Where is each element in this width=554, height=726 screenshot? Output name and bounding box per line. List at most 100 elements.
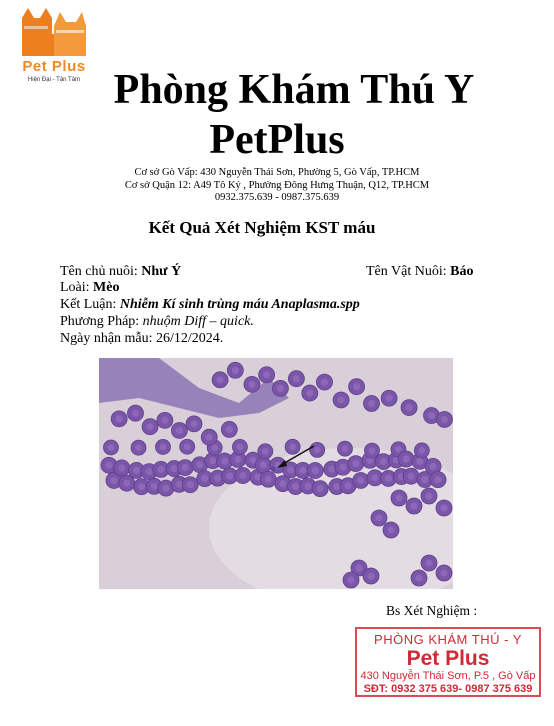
cell-center <box>190 420 198 428</box>
pet-label: Tên Vật Nuôi: <box>366 264 451 279</box>
cell-center <box>239 471 247 480</box>
cell-center <box>263 371 271 379</box>
date-value: 26/12/2024. <box>156 331 224 346</box>
cell-center <box>328 465 336 473</box>
cell-center <box>137 483 146 491</box>
cell-center <box>118 464 126 472</box>
cell-center <box>425 559 433 567</box>
cell-center <box>385 394 393 402</box>
clinic-logo: Pet Plus Hiện Đại - Tận Tâm <box>14 4 94 88</box>
cell-center <box>333 482 341 491</box>
cell-center <box>170 464 178 473</box>
species-label: Loài: <box>60 280 94 295</box>
cell-center <box>196 461 204 469</box>
cell-center <box>371 474 379 482</box>
conclusion-info: Kết Luận: Nhiễm Kí sinh trùng máu Anapla… <box>60 296 360 313</box>
clinic-name: PetPlus <box>209 117 345 163</box>
cell-center <box>249 456 257 464</box>
cell-center <box>287 466 295 474</box>
cell-center <box>434 476 442 484</box>
cell-center <box>248 380 256 388</box>
cell-center <box>405 404 413 412</box>
method-value: nhuộm Diff – quick. <box>142 314 254 329</box>
cell-center <box>132 466 141 475</box>
stamp-brand: Pet Plus <box>406 647 490 670</box>
cell-center <box>211 444 219 452</box>
cell-center <box>299 466 307 475</box>
cell-center <box>440 504 448 512</box>
cell-center <box>115 415 123 423</box>
cell-center <box>183 443 191 451</box>
cell-center <box>214 474 222 482</box>
cell-center <box>145 468 153 476</box>
stamp-line1: PHÒNG KHÁM THÚ - Y <box>374 632 522 647</box>
cell-center <box>344 482 352 490</box>
cell-center <box>261 447 269 455</box>
cell-center <box>339 463 347 471</box>
cell-center <box>159 443 167 451</box>
cell-center <box>234 455 242 464</box>
cell-center <box>276 384 285 392</box>
cell-center <box>181 464 189 472</box>
cell-center <box>110 476 118 485</box>
cell-center <box>375 514 383 522</box>
cell-center <box>107 444 115 451</box>
cell-center <box>347 576 355 584</box>
pet-info: Tên Vật Nuôi: Báo <box>366 263 473 280</box>
cell-center <box>264 475 272 483</box>
cell-center <box>186 481 194 489</box>
cell-center <box>313 446 321 454</box>
species-info: Loài: Mèo <box>60 279 119 296</box>
cell-center <box>320 378 329 386</box>
cell-center <box>292 482 300 491</box>
cell-center <box>175 480 183 488</box>
cell-center <box>352 460 360 468</box>
cell-center <box>201 475 209 483</box>
conclusion-value: Nhiễm Kí sinh trùng máu Anaplasma.spp <box>119 297 360 312</box>
cell-center <box>161 416 169 424</box>
cell-center <box>416 457 424 465</box>
cell-center <box>105 461 113 469</box>
cell-center <box>440 569 448 577</box>
pointer-arrow-icon <box>270 445 315 472</box>
cell-center <box>254 473 262 481</box>
cell-center <box>395 494 403 502</box>
address-go-vap: Cơ sở Gò Vấp: 430 Nguyễn Thái Sơn, Phườn… <box>134 167 420 178</box>
cell-center <box>379 457 388 466</box>
pet-logo-icon <box>22 8 86 56</box>
cell-center <box>131 409 140 417</box>
cell-center <box>306 389 314 397</box>
cell-center <box>395 445 402 453</box>
cell-center <box>402 455 410 463</box>
cell-center <box>429 462 437 471</box>
cell-center <box>231 366 239 374</box>
cell-center <box>407 472 415 480</box>
cell-center <box>226 472 234 480</box>
method-label: Phương Pháp: <box>60 314 143 329</box>
cell-center <box>304 482 312 490</box>
species-value: Mèo <box>93 280 120 295</box>
cell-center <box>123 479 131 487</box>
owner-label: Tên chủ nuôi: <box>60 264 142 279</box>
stamp-phone: SĐT: 0932 375 639- 0987 375 639 <box>363 683 533 695</box>
cell-center <box>316 485 324 493</box>
owner-info: Tên chủ nuôi: Như Ý <box>60 263 181 280</box>
cell-center <box>221 457 229 465</box>
cell-center <box>367 399 376 408</box>
cell-center <box>421 475 429 484</box>
cell-center <box>157 465 165 473</box>
cell-center <box>415 574 423 582</box>
method-info: Phương Pháp: nhuộm Diff – quick. <box>60 313 254 330</box>
cell-center <box>341 445 349 453</box>
logo-brand: Pet Plus <box>22 58 86 75</box>
cell-center <box>236 443 244 451</box>
conclusion-label: Kết Luận: <box>60 297 120 312</box>
cell-center <box>384 474 393 483</box>
cell-center <box>209 457 217 465</box>
stamp-address: 430 Nguyễn Thái Sơn, P.5 , Gò Vấp <box>360 670 536 682</box>
pet-value: Báo <box>450 264 474 279</box>
cell-center <box>368 447 376 454</box>
cell-center <box>427 411 436 420</box>
report-title: Kết Quả Xét Nghiệm KST máu <box>148 218 376 237</box>
cell-center <box>418 447 426 454</box>
